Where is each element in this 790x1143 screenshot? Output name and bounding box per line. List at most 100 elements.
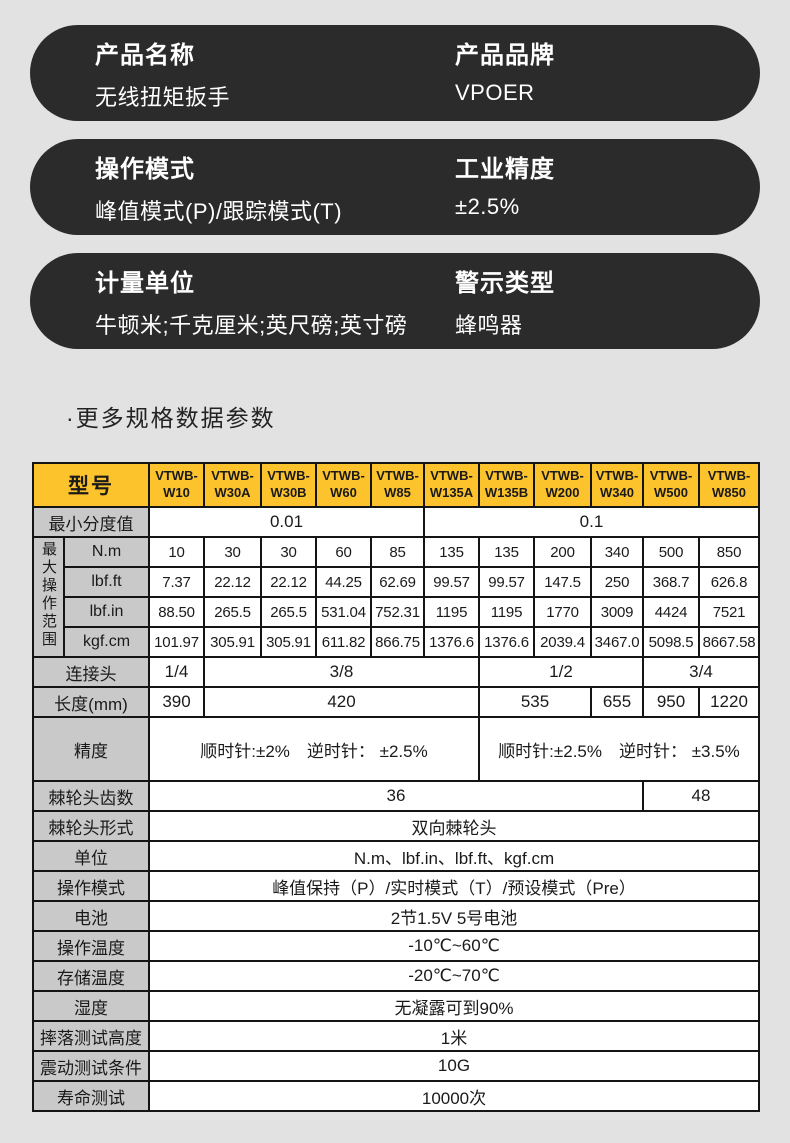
value-cell: 752.31	[370, 596, 425, 628]
model-header-cell: VTWB- W85	[370, 462, 425, 508]
table-row: 寿命测试 10000次	[32, 1080, 760, 1112]
value-cell: 265.5	[203, 596, 262, 628]
model-header-cell: VTWB- W340	[590, 462, 644, 508]
max-range-vertical-label-text: 最大操作范围	[40, 540, 57, 649]
range-row-lbfft: lbf.ft 7.37 22.12 22.12 44.25 62.69 99.5…	[33, 566, 760, 598]
unit-label: lbf.ft	[63, 566, 150, 598]
model-line: W135B	[484, 485, 529, 500]
value-cell: 1770	[533, 596, 592, 628]
model-line: VTWB-	[267, 468, 310, 484]
model-line: VTWB-	[649, 468, 693, 484]
row-label: 精度	[32, 716, 150, 782]
model-line: VTWB-	[707, 468, 751, 484]
value-cell: -10℃~60℃	[148, 930, 760, 962]
value-cell: 1/4	[148, 656, 205, 688]
unit-label: N.m	[63, 536, 150, 568]
value-cell: 无凝露可到90%	[148, 990, 760, 1022]
value-cell: 626.8	[698, 566, 760, 598]
value-cell: 双向棘轮头	[148, 810, 760, 842]
value-cell: 101.97	[148, 626, 205, 658]
model-line: VTWB-	[541, 468, 584, 484]
table-row: 单位 N.m、lbf.in、lbf.ft、kgf.cm	[32, 840, 760, 872]
table-row: 操作温度 -10℃~60℃	[32, 930, 760, 962]
value-cell: 420	[203, 686, 480, 718]
row-label: 单位	[32, 840, 150, 872]
model-header-cell: VTWB- W135A	[423, 462, 480, 508]
value-cell: 85	[370, 536, 425, 568]
value-cell: 5098.5	[642, 626, 700, 658]
model-line: W85	[384, 485, 411, 500]
model-line: VTWB-	[595, 468, 639, 484]
model-line: VTWB-	[430, 468, 473, 484]
model-header-cell: VTWB- W200	[533, 462, 592, 508]
value-cell: 2039.4	[533, 626, 592, 658]
range-row-kgfcm: kgf.cm 101.97 305.91 305.91 611.82 866.7…	[33, 626, 760, 658]
range-row-lbfin: lbf.in 88.50 265.5 265.5 531.04 752.31 1…	[33, 596, 760, 628]
value-cell: 531.04	[315, 596, 372, 628]
model-line: VTWB-	[211, 468, 254, 484]
value-cell: 30	[203, 536, 262, 568]
min-division-row: 最小分度值 0.01 0.1	[32, 506, 760, 538]
value-cell: 44.25	[315, 566, 372, 598]
model-line: VTWB-	[376, 468, 419, 484]
row-label: 棘轮头形式	[32, 810, 150, 842]
row-label: 操作温度	[32, 930, 150, 962]
page: 产品名称 无线扭矩扳手 产品品牌 VPOER 操作模式 峰值模式(P)/跟踪模式…	[30, 25, 760, 1112]
value-cell: 7521	[698, 596, 760, 628]
value-cell: 866.75	[370, 626, 425, 658]
value-cell: 99.57	[478, 566, 535, 598]
value-cell: 1376.6	[478, 626, 535, 658]
value-cell: 1/2	[478, 656, 644, 688]
value-cell: 1195	[423, 596, 480, 628]
banner-col: 产品品牌 VPOER	[455, 42, 555, 106]
value-cell: 4424	[642, 596, 700, 628]
value-cell: 99.57	[423, 566, 480, 598]
model-line: W30B	[270, 485, 307, 500]
header-row: 型号 VTWB- W10 VTWB- W30A VTWB- W30B VTWB- W60…	[32, 462, 760, 508]
banner-title: 警示类型	[455, 270, 555, 297]
value-cell: 62.69	[370, 566, 425, 598]
unit-label: kgf.cm	[63, 626, 150, 658]
table-row: 存储温度 -20℃~70℃	[32, 960, 760, 992]
value-cell: 950	[642, 686, 700, 718]
row-label: 最小分度值	[32, 506, 150, 538]
model-header-cell: VTWB- W60	[315, 462, 372, 508]
banner-title: 工业精度	[455, 156, 555, 183]
value-cell: 10000次	[148, 1080, 760, 1112]
model-line: VTWB-	[155, 468, 198, 484]
value-cell: 顺时针:±2.5% 逆时针： ±3.5%	[478, 716, 760, 782]
model-header-cell: VTWB- W850	[698, 462, 760, 508]
value-cell: 顺时针:±2% 逆时针： ±2.5%	[148, 716, 480, 782]
value-cell: 1220	[698, 686, 760, 718]
connector-row: 连接头 1/4 3/8 1/2 3/4	[32, 656, 760, 688]
value-cell: 0.01	[148, 506, 425, 538]
banner-mode-precision: 操作模式 峰值模式(P)/跟踪模式(T) 工业精度 ±2.5%	[30, 139, 760, 235]
section-title: ·更多规格数据参数	[66, 405, 276, 431]
value-cell: 8667.58	[698, 626, 760, 658]
banner-title: 操作模式	[95, 156, 195, 183]
banner-col: 计量单位 牛顿米;千克厘米;英尺磅;英寸磅	[95, 270, 407, 340]
banner-title: 产品名称	[95, 42, 195, 69]
value-cell: 305.91	[203, 626, 262, 658]
accuracy-row: 精度 顺时针:±2% 逆时针： ±2.5% 顺时针:±2.5% 逆时针： ±3.…	[32, 716, 760, 782]
model-line: W135A	[429, 485, 474, 500]
banner-units-alert: 计量单位 牛顿米;千克厘米;英尺磅;英寸磅 警示类型 蜂鸣器	[30, 253, 760, 349]
model-header-cell: VTWB- W30A	[203, 462, 262, 508]
banner-value: 蜂鸣器	[455, 312, 523, 338]
row-label: 寿命测试	[32, 1080, 150, 1112]
range-row-nm: 最大操作范围 N.m 10 30 30 60 85 135 135 200 34…	[32, 536, 760, 658]
table-row: 震动测试条件 10G	[32, 1050, 760, 1082]
value-cell: 368.7	[642, 566, 700, 598]
max-range-vertical-label: 最大操作范围	[32, 536, 65, 658]
value-cell: 7.37	[148, 566, 205, 598]
table-row: 湿度 无凝露可到90%	[32, 990, 760, 1022]
row-label: 电池	[32, 900, 150, 932]
model-header-cell: VTWB- W30B	[260, 462, 317, 508]
spec-table: 型号 VTWB- W10 VTWB- W30A VTWB- W30B VTWB- W60…	[32, 462, 760, 1112]
value-cell: 36	[148, 780, 644, 812]
value-cell: 250	[590, 566, 644, 598]
table-row: 摔落测试高度 1米	[32, 1020, 760, 1052]
value-cell: N.m、lbf.in、lbf.ft、kgf.cm	[148, 840, 760, 872]
value-cell: 10G	[148, 1050, 760, 1082]
value-cell: 147.5	[533, 566, 592, 598]
